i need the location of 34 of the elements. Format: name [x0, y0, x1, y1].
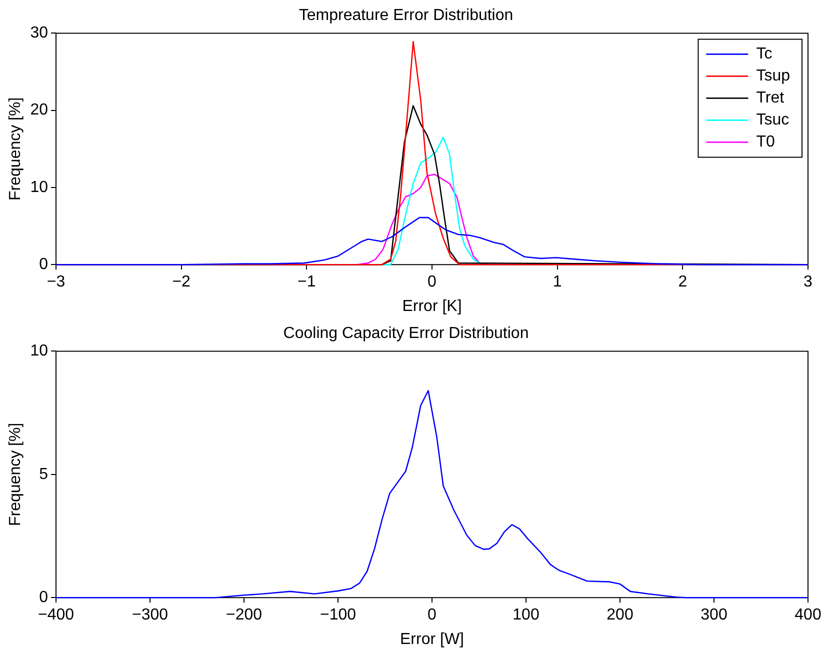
x-tick-label: −1	[298, 274, 316, 291]
chart-title: Cooling Capacity Error Distribution	[283, 325, 529, 342]
x-tick-label: 0	[428, 274, 437, 291]
x-tick-label: 100	[512, 606, 540, 624]
y-tick-label: 10	[30, 178, 48, 196]
x-tick-label: −200	[226, 606, 262, 624]
x-tick-label: 1	[552, 274, 562, 291]
legend-label: T0	[756, 134, 775, 151]
y-axis-title: Frequency [%]	[7, 97, 24, 200]
x-tick-label: −400	[38, 606, 74, 624]
y-tick-label: 10	[30, 342, 48, 360]
chart-title: Tempreature Error Distribution	[298, 7, 514, 24]
y-tick-label: 0	[39, 256, 48, 274]
y-tick-label: 0	[39, 589, 48, 606]
x-tick-label: 300	[700, 606, 728, 624]
x-tick-label: −3	[46, 274, 66, 291]
x-tick-label: 400	[794, 606, 822, 624]
x-axis-title: Error [K]	[402, 298, 462, 315]
x-tick-label: −300	[132, 606, 168, 624]
x-tick-label: 3	[804, 274, 813, 291]
y-axis-title: Frequency [%]	[7, 422, 24, 526]
x-axis-title: Error [W]	[400, 630, 464, 648]
x-tick-label: −2	[172, 274, 191, 291]
y-tick-label: 20	[30, 102, 48, 119]
legend-label: Tsuc	[756, 112, 790, 129]
x-tick-label: 2	[678, 274, 688, 291]
legend-label: Tsup	[756, 68, 790, 85]
x-tick-label: 200	[606, 606, 634, 624]
legend-label: Tc	[756, 46, 772, 63]
legend-label: Tret	[756, 90, 785, 107]
x-tick-label: −100	[320, 606, 356, 624]
y-tick-label: 30	[30, 24, 48, 42]
y-tick-label: 5	[39, 466, 48, 483]
x-tick-label: 0	[428, 606, 437, 624]
